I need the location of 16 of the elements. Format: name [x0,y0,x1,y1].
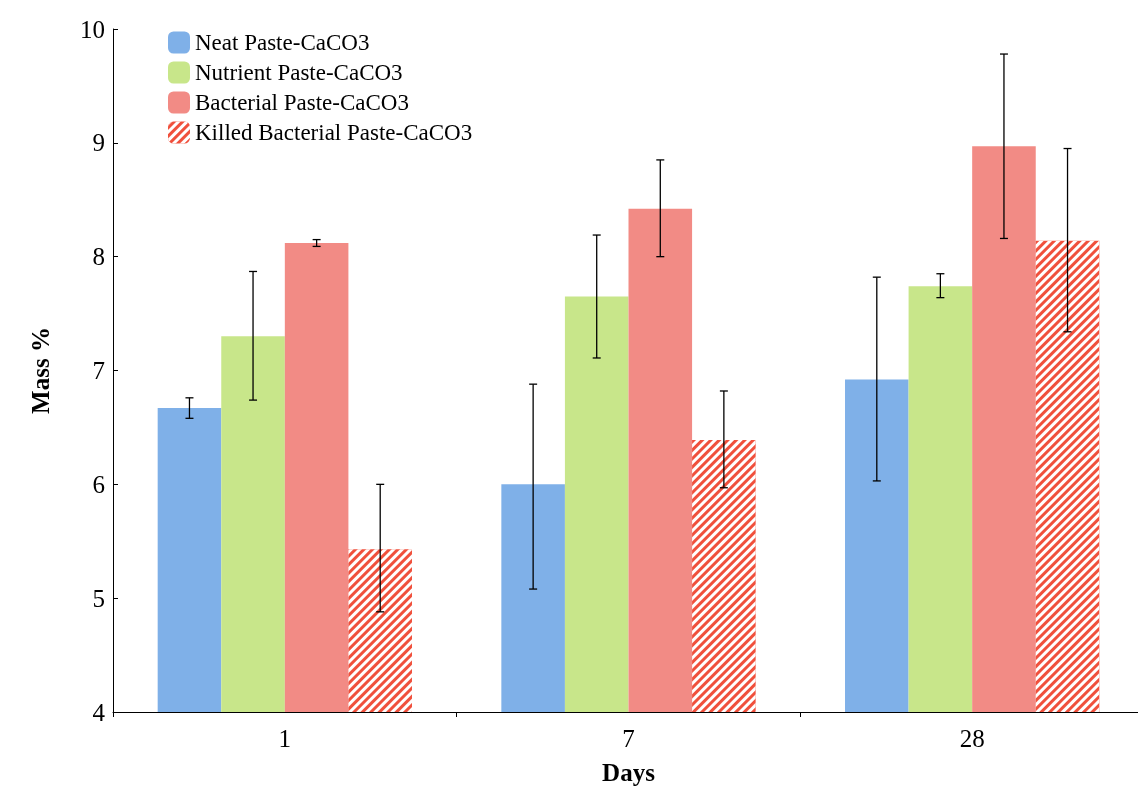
y-tick-label: 9 [92,129,105,157]
y-tick-label: 5 [92,584,105,612]
y-tick-label: 10 [80,15,105,43]
legend-label: Killed Bacterial Paste-CaCO3 [195,120,473,145]
y-axis-title: Mass % [27,327,54,414]
y-tick-label: 4 [92,698,106,726]
y-tick-label: 7 [92,357,105,384]
x-tick-label: 28 [959,725,985,752]
x-axis-title: Days [602,759,656,786]
x-tick-label: 1 [278,725,292,752]
legend-label: Bacterial Paste-CaCO3 [195,90,409,115]
y-tick-label: 8 [92,243,105,271]
y-tick-label: 6 [92,470,105,498]
x-tick-label: 7 [622,725,635,752]
legend-label: Nutrient Paste-CaCO3 [195,60,403,85]
legend-label: Neat Paste-CaCO3 [195,30,370,55]
